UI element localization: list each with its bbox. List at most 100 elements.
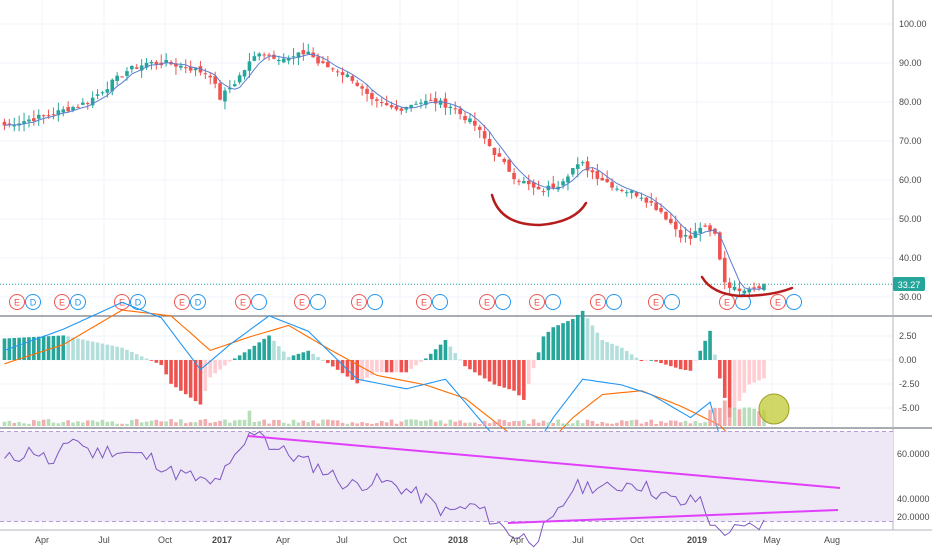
volume-bar [179,419,183,426]
drawing-annotations[interactable] [247,193,841,524]
earnings-marker [529,294,545,310]
macd-histogram-bar [321,360,325,361]
rsi-panel[interactable] [0,430,893,548]
price-tick-label: 90.00 [899,58,922,68]
volume-bar [365,423,369,426]
candle-body [345,74,350,77]
volume-bar [639,423,644,426]
volume-bar [708,409,712,426]
price-tick-label: 60.00 [899,175,922,185]
macd-histogram-bar [66,336,70,360]
candle-body [526,180,531,185]
macd-histogram-bar [580,310,585,360]
volume-bar [257,421,262,426]
price-panel[interactable] [0,42,893,299]
volume-bar [634,419,639,426]
candle-body [600,178,605,181]
volume-bar [556,419,560,426]
macd-histogram-bar [326,360,330,364]
candle-body [718,232,722,260]
macd-histogram-bar [379,360,384,373]
macd-panel[interactable] [2,301,766,472]
candle-body [306,51,311,55]
candle-body [566,176,570,183]
volume-bar [27,423,31,426]
macd-histogram-bar [61,335,66,360]
dividend-marker-label: D [135,298,142,308]
macd-histogram-bar [247,349,252,360]
macd-histogram-bar [203,360,208,391]
macd-histogram-bar [639,360,644,362]
macd-histogram-bar [654,360,658,362]
macd-histogram-bar [370,360,374,376]
macd-histogram-bar [252,345,257,360]
candle-body [218,83,222,100]
candle-body [551,183,556,188]
volume-bar [139,422,144,426]
earnings-marker-label: E [595,298,601,308]
dividend-marker [367,294,383,310]
candle-body [713,228,717,234]
macd-histogram-bar [561,323,565,360]
macd-histogram-bar [610,343,614,360]
volume-bar [134,419,139,426]
volume-bar [286,423,291,426]
candle-body [81,102,85,105]
candle-body [370,93,374,100]
dividend-marker [606,294,622,310]
candle-body [737,288,742,292]
macd-histogram-bar [551,327,556,360]
volume-bar [448,419,453,426]
volume-bar [22,423,26,426]
volume-bar [526,423,531,426]
volume-bar [198,419,203,426]
volume-bar [624,421,629,426]
macd-histogram-bar [727,360,732,418]
volume-bar [512,421,516,426]
volume-bar [360,422,364,426]
candle-body [708,225,712,231]
macd-histogram-bar [228,360,232,362]
macd-tick-label: 2.50 [899,331,917,341]
candle-body [12,125,17,127]
volume-bar [164,421,168,426]
volume-bar [32,420,36,426]
volume-bar [85,420,90,426]
volume-bar [507,422,511,426]
dividend-marker [545,294,561,310]
macd-histogram-bar [208,360,213,378]
candle-body [477,126,482,130]
volume-bar [330,420,335,426]
candle-body [698,227,703,234]
candle-body [90,97,95,106]
volume-bar [546,422,551,426]
volume-bar [125,423,129,426]
price-tick-label: 40.00 [899,253,922,263]
candle-body [634,192,639,197]
macd-histogram-bar [600,340,605,360]
volume-bar [414,419,418,426]
price-axes: 100.00 90.00 80.00 70.00 60.00 50.00 40.00 30.0… [897,19,930,522]
volume-bar [237,419,242,426]
volume-bar [683,420,688,426]
macd-histogram-bar [223,360,227,366]
candle-body [183,67,188,69]
volume-bar [7,420,12,426]
candle-body [482,131,487,139]
price-tick-label: 30.00 [899,292,922,302]
macd-histogram-bar [762,360,766,379]
volume-bar [208,422,213,426]
volume-bar [482,420,487,426]
macd-histogram-bar [536,352,541,360]
candle-body [296,52,301,58]
volume-bar [17,421,21,426]
macd-histogram-bar [335,360,340,370]
earnings-marker-label: E [653,298,659,308]
macd-histogram-bar [169,360,173,384]
macd-histogram-bar [487,360,492,382]
price-tick-label: 100.00 [899,19,927,29]
volume-bar [536,422,541,426]
candle-body [203,73,208,75]
